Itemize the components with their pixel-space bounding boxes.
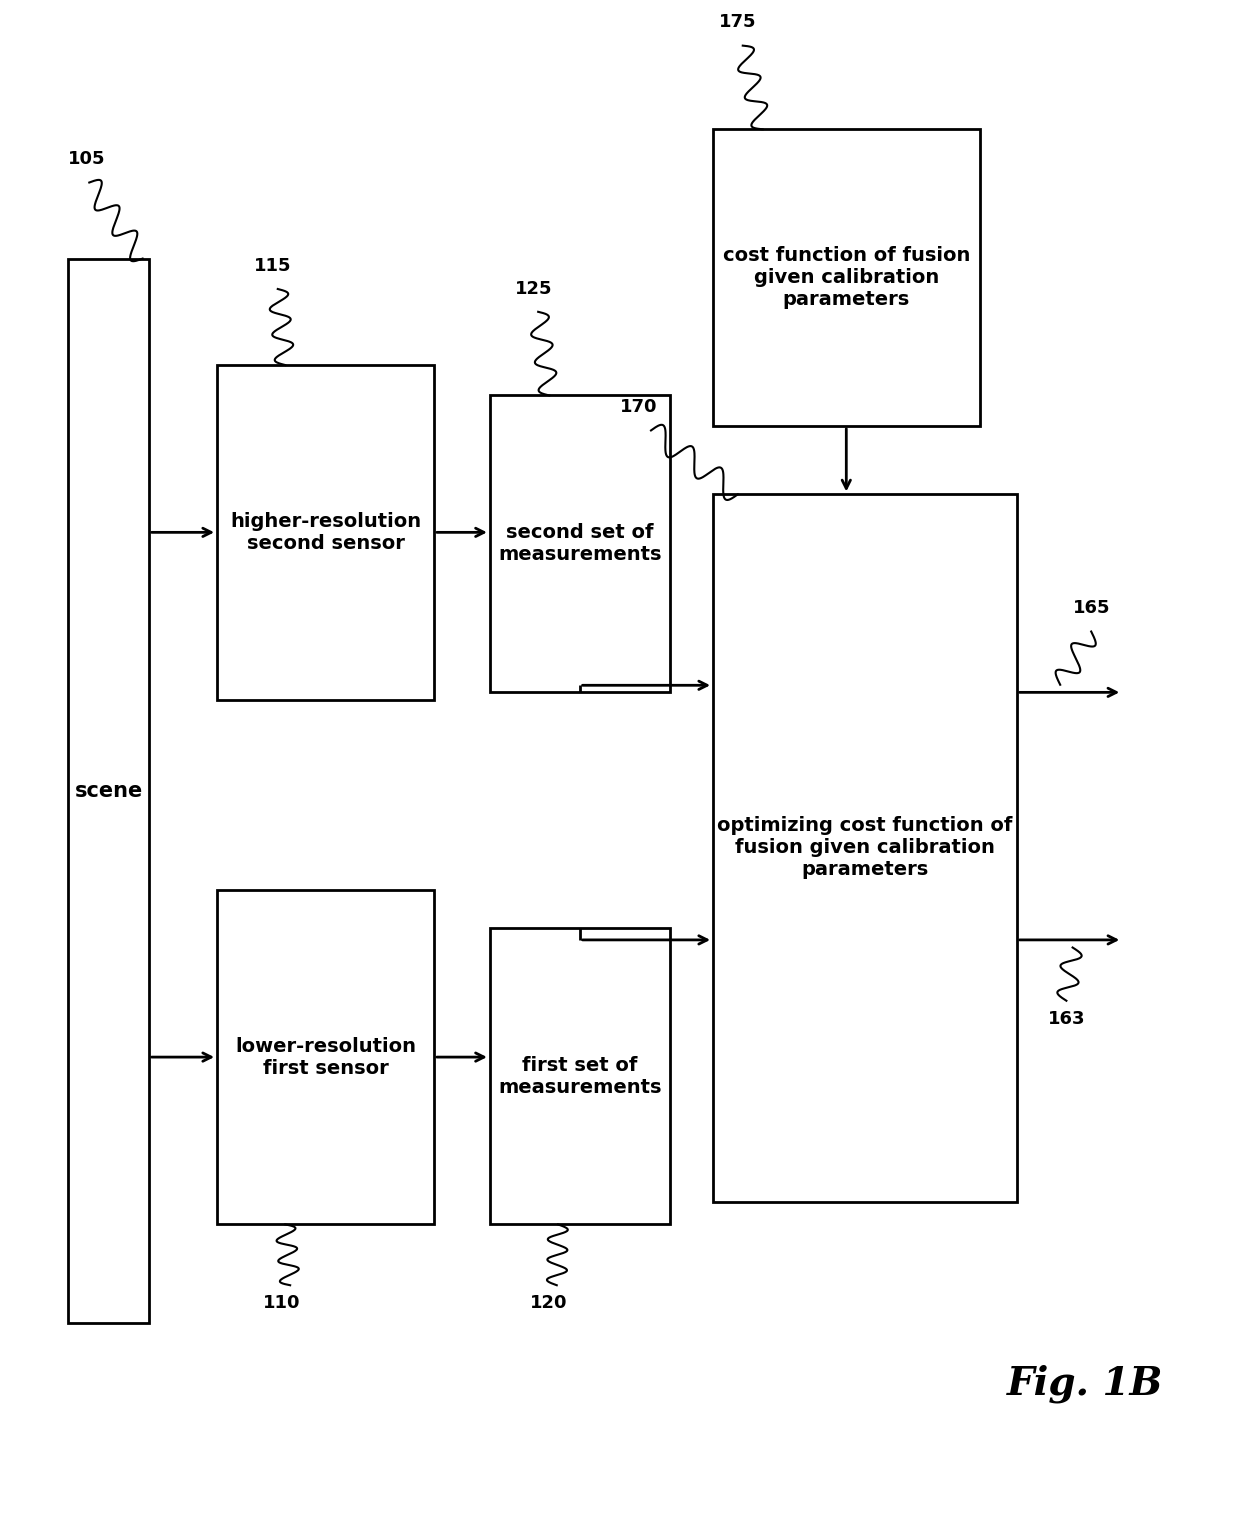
Bar — [217, 890, 434, 1224]
Text: Fig. 1B: Fig. 1B — [1007, 1364, 1163, 1404]
Bar — [713, 494, 1017, 1202]
Bar — [490, 395, 670, 692]
Text: cost function of fusion
given calibration
parameters: cost function of fusion given calibratio… — [723, 246, 970, 309]
Text: optimizing cost function of
fusion given calibration
parameters: optimizing cost function of fusion given… — [717, 817, 1013, 879]
Text: first set of
measurements: first set of measurements — [498, 1056, 661, 1097]
Bar — [490, 928, 670, 1224]
Text: 115: 115 — [254, 257, 291, 275]
Text: second set of
measurements: second set of measurements — [498, 523, 661, 564]
Text: 163: 163 — [1048, 1010, 1085, 1028]
Text: 110: 110 — [263, 1294, 300, 1313]
Bar — [713, 129, 980, 426]
Text: lower-resolution
first sensor: lower-resolution first sensor — [236, 1037, 415, 1077]
Text: 120: 120 — [529, 1294, 567, 1313]
Bar — [217, 365, 434, 700]
Text: scene: scene — [74, 780, 143, 802]
Bar — [68, 259, 149, 1323]
Text: 125: 125 — [515, 280, 552, 298]
Text: higher-resolution
second sensor: higher-resolution second sensor — [229, 513, 422, 552]
Text: 165: 165 — [1073, 599, 1110, 618]
Text: 170: 170 — [620, 399, 657, 417]
Text: 105: 105 — [68, 151, 105, 169]
Text: 175: 175 — [719, 14, 756, 32]
